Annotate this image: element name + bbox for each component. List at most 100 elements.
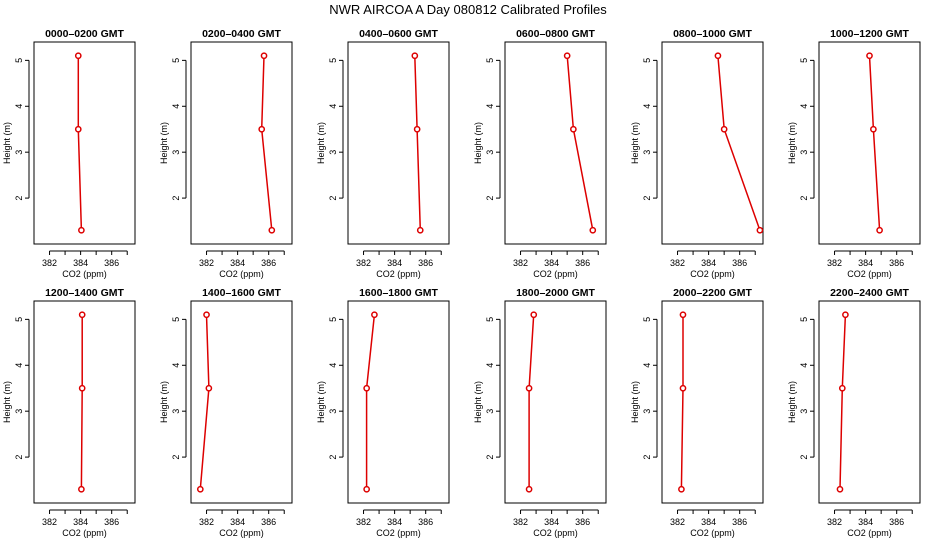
profile-line <box>868 55 881 231</box>
panel-title: 2200–2400 GMT <box>830 287 909 299</box>
x-tick-label: 382 <box>513 258 528 268</box>
panel-title: 1200–1400 GMT <box>45 287 124 299</box>
y-tick-label: 4 <box>171 363 181 368</box>
y-tick-label: 3 <box>642 150 652 155</box>
data-point <box>870 125 877 133</box>
plot-frame <box>504 300 607 504</box>
data-point <box>260 52 268 60</box>
y-axis-label: Height (m) <box>2 122 12 164</box>
panel-title: 0200–0400 GMT <box>202 28 281 40</box>
plot-frame <box>347 41 450 245</box>
x-tick-label: 386 <box>575 517 590 527</box>
y-tick-label: 5 <box>14 317 24 322</box>
panel-title: 0000–0200 GMT <box>45 28 124 40</box>
profile-line <box>717 55 761 231</box>
y-tick-label: 5 <box>642 58 652 63</box>
data-point <box>203 311 210 319</box>
y-axis-label: Height (m) <box>787 381 797 423</box>
x-tick-label: 382 <box>42 517 57 527</box>
y-tick-label: 5 <box>799 317 809 322</box>
x-tick-label: 386 <box>261 517 276 527</box>
data-point <box>78 226 85 234</box>
x-axis-label: CO2 (ppm) <box>219 528 264 538</box>
data-point <box>679 384 687 392</box>
panel-title: 1400–1600 GMT <box>202 287 281 299</box>
data-point <box>371 311 378 319</box>
plot-frame <box>190 41 293 245</box>
data-point <box>78 485 85 493</box>
y-tick-label: 4 <box>171 104 181 109</box>
y-tick-label: 2 <box>328 455 338 460</box>
profile-line <box>199 314 210 490</box>
x-tick-label: 382 <box>199 517 214 527</box>
x-tick-label: 386 <box>261 258 276 268</box>
data-point <box>411 52 419 60</box>
x-tick-label: 384 <box>858 258 873 268</box>
plot-frame <box>661 41 764 245</box>
x-tick-label: 384 <box>73 517 88 527</box>
x-tick-label: 382 <box>827 517 842 527</box>
x-tick-label: 386 <box>732 517 747 527</box>
profile-line <box>77 55 83 231</box>
panel-title: 1000–1200 GMT <box>830 28 909 40</box>
x-tick-label: 384 <box>73 258 88 268</box>
data-point <box>78 311 86 319</box>
data-point <box>838 384 846 392</box>
profile-line <box>260 55 273 231</box>
y-axis-label: Height (m) <box>630 381 640 423</box>
x-tick-label: 384 <box>230 258 245 268</box>
panel-title: 1800–2000 GMT <box>516 287 595 299</box>
y-tick-label: 3 <box>485 409 495 414</box>
y-tick-label: 5 <box>171 58 181 63</box>
y-tick-label: 5 <box>328 317 338 322</box>
data-point <box>530 311 538 319</box>
data-point <box>570 125 577 133</box>
x-axis-label: CO2 (ppm) <box>533 528 578 538</box>
data-point <box>525 485 533 493</box>
x-tick-label: 382 <box>513 517 528 527</box>
y-tick-label: 3 <box>14 150 24 155</box>
plot-frame <box>818 41 921 245</box>
y-tick-label: 2 <box>171 455 181 460</box>
y-tick-label: 3 <box>171 150 181 155</box>
plot-frame <box>347 300 450 504</box>
panel-title: 0600–0800 GMT <box>516 28 595 40</box>
y-tick-label: 2 <box>799 455 809 460</box>
data-point <box>525 384 533 392</box>
data-point <box>74 125 82 133</box>
y-tick-label: 2 <box>14 196 24 201</box>
y-tick-label: 3 <box>799 150 809 155</box>
y-tick-label: 4 <box>799 363 809 368</box>
profile-line <box>566 55 594 231</box>
x-tick-label: 382 <box>42 258 57 268</box>
x-axis-label: CO2 (ppm) <box>62 269 107 279</box>
y-axis-label: Height (m) <box>316 381 326 423</box>
x-tick-label: 382 <box>356 258 371 268</box>
y-tick-label: 5 <box>642 317 652 322</box>
data-point <box>842 311 849 319</box>
y-tick-label: 3 <box>642 409 652 414</box>
y-tick-label: 4 <box>14 104 24 109</box>
x-axis-label: CO2 (ppm) <box>533 269 578 279</box>
y-axis-label: Height (m) <box>787 122 797 164</box>
x-tick-label: 384 <box>701 258 716 268</box>
y-axis-label: Height (m) <box>2 381 12 423</box>
y-tick-label: 5 <box>171 317 181 322</box>
x-tick-label: 386 <box>575 258 590 268</box>
panel-title: 0400–0600 GMT <box>359 28 438 40</box>
plot-frame <box>33 300 136 504</box>
data-point <box>679 311 687 319</box>
data-point <box>836 485 844 493</box>
y-tick-label: 3 <box>328 150 338 155</box>
data-point <box>416 226 424 234</box>
x-tick-label: 382 <box>356 517 371 527</box>
x-tick-label: 386 <box>889 517 904 527</box>
x-tick-label: 386 <box>104 258 119 268</box>
x-tick-label: 386 <box>732 258 747 268</box>
y-tick-label: 2 <box>14 455 24 460</box>
y-tick-label: 4 <box>485 104 495 109</box>
y-axis-label: Height (m) <box>630 122 640 164</box>
x-tick-label: 386 <box>889 258 904 268</box>
panel-title: 1600–1800 GMT <box>359 287 438 299</box>
